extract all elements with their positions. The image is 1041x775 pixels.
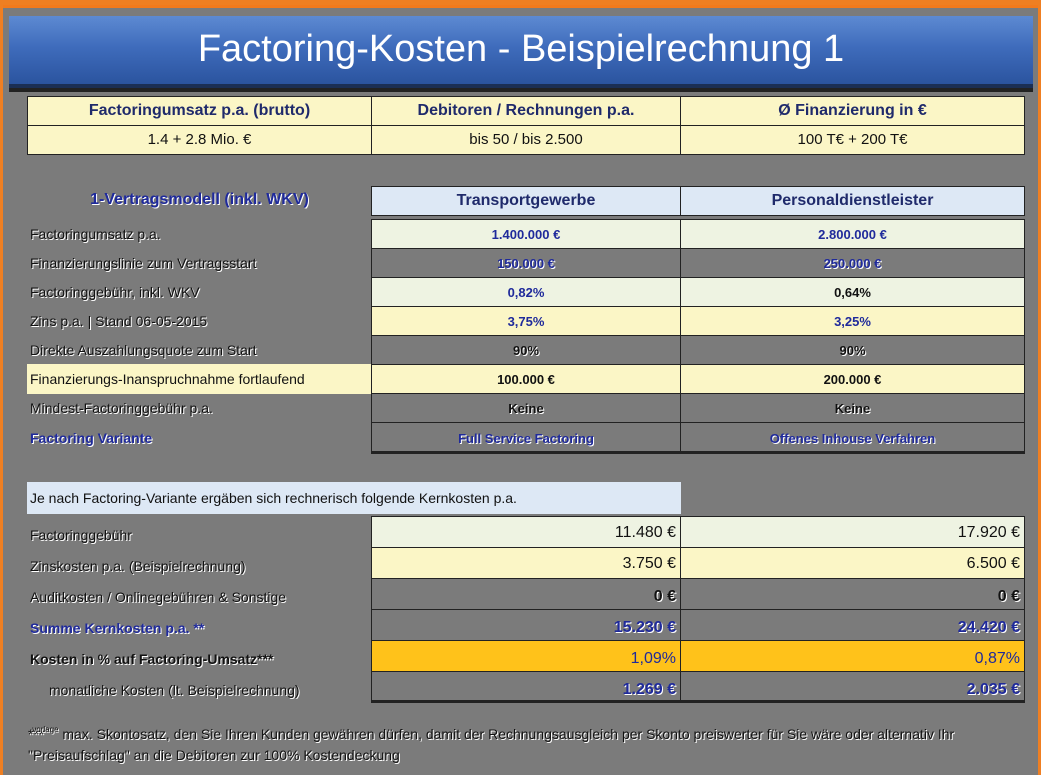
model-header-personal: Personaldienstleister <box>680 186 1025 216</box>
footnote-text: max. Skontosatz, den Sie Ihren Kunden ge… <box>28 726 955 763</box>
model-row-value-2: Offenes Inhouse Verfahren <box>680 422 1025 454</box>
model-row-label: Mindest-Factoringgebühr p.a. <box>30 400 213 416</box>
core-row-value-1: 3.750 € <box>371 547 681 579</box>
model-row-label: Factoring Variante <box>30 430 153 446</box>
core-row-value-2: 2.035 € <box>680 671 1025 703</box>
model-row-value-1: 0,82% <box>371 277 681 307</box>
model-row-value-1: Full Service Factoring <box>371 422 681 454</box>
model-row-value-2: 2.800.000 € <box>680 219 1025 249</box>
model-row-value-2: 250.000 € <box>680 248 1025 278</box>
model-row-value-1: 150.000 € <box>371 248 681 278</box>
model-row-value-2: 200.000 € <box>680 364 1025 394</box>
model-row-value-2: 3,25% <box>680 306 1025 336</box>
model-row-value-1: 90% <box>371 335 681 365</box>
core-row-value-2: 24.420 € <box>680 609 1025 641</box>
core-row-value-2: 17.920 € <box>680 516 1025 548</box>
core-row-value-2: 0,87% <box>680 640 1025 672</box>
model-row-label: Direkte Auszahlungsquote zum Start <box>30 342 257 358</box>
footnote: *** vorlage max. Skontosatz, den Sie Ihr… <box>28 725 1018 769</box>
core-row-label: Auditkosten / Onlinegebühren & Sonstige <box>30 589 287 605</box>
model-row-value-2: 0,64% <box>680 277 1025 307</box>
core-row-value-1: 15.230 € <box>371 609 681 641</box>
core-row-label: Kosten in % auf Factoring-Umsatz*** <box>30 651 274 667</box>
model-row-value-2: Keine <box>680 393 1025 423</box>
page-title: Factoring-Kosten - Beispielrechnung 1 <box>197 28 845 70</box>
model-row-label: Zins p.a. | Stand 06-05-2015 <box>30 313 208 329</box>
core-row-label: Zinskosten p.a. (Beispielrechnung) <box>30 558 246 574</box>
core-row-label: Factoringgebühr <box>30 527 132 543</box>
model-row-value-1: 100.000 € <box>371 364 681 394</box>
top-header-debitoren: Debitoren / Rechnungen p.a. <box>371 96 681 126</box>
top-header-finanzierung: Ø Finanzierung in € <box>680 96 1025 126</box>
top-value-debitoren: bis 50 / bis 2.500 <box>371 125 681 155</box>
top-value-umsatz: 1.4 + 2.8 Mio. € <box>27 125 372 155</box>
footnote-marker: *** <box>28 726 45 742</box>
top-value-finanzierung: 100 T€ + 200 T€ <box>680 125 1025 155</box>
core-intro: Je nach Factoring-Variante ergäben sich … <box>27 482 681 514</box>
model-row-label: Finanzierungs-Inanspruchnahme fortlaufen… <box>27 364 372 394</box>
title-banner: Factoring-Kosten - Beispielrechnung 1 <box>9 16 1033 88</box>
model-row-value-1: Keine <box>371 393 681 423</box>
core-row-value-1: 1,09% <box>371 640 681 672</box>
core-row-value-1: 1.269 € <box>371 671 681 703</box>
model-header-label: 1-Vertragsmodell (inkl. WKV) <box>90 191 309 208</box>
core-row-value-2: 0 € <box>680 578 1025 610</box>
model-row-value-1: 1.400.000 € <box>371 219 681 249</box>
core-row-label: monatliche Kosten (lt. Beispielrechnung) <box>49 682 300 698</box>
model-row-value-2: 90% <box>680 335 1025 365</box>
footnote-small: vorlage <box>32 725 59 734</box>
core-row-value-2: 6.500 € <box>680 547 1025 579</box>
model-row-value-1: 3,75% <box>371 306 681 336</box>
model-row-label: Factoringgebühr, inkl. WKV <box>30 284 200 300</box>
core-row-value-1: 0 € <box>371 578 681 610</box>
core-row-value-1: 11.480 € <box>371 516 681 548</box>
model-row-label: Factoringumsatz p.a. <box>30 226 161 242</box>
top-header-umsatz: Factoringumsatz p.a. (brutto) <box>27 96 372 126</box>
core-row-label: Summe Kernkosten p.a. ** <box>30 620 205 636</box>
model-row-label: Finanzierungslinie zum Vertragsstart <box>30 255 257 271</box>
model-header-transport: Transportgewerbe <box>371 186 681 216</box>
